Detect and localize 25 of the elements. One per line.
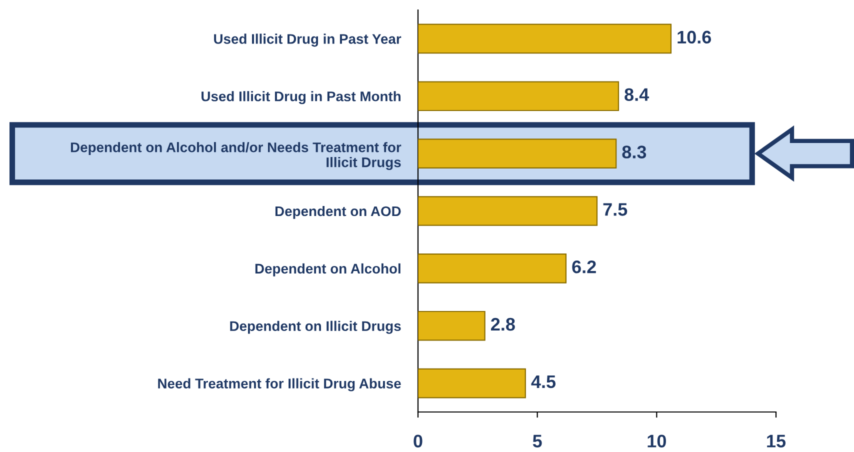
y-tick-label: Dependent on Illicit Drugs xyxy=(230,320,401,334)
bar xyxy=(418,254,567,284)
data-label: 8.4 xyxy=(624,88,650,101)
data-label: 10.6 xyxy=(678,30,712,44)
data-label: 6.2 xyxy=(572,260,596,274)
y-tick-label: Dependent on Alcohol and/or Needs Treatment for Illicit Drugs xyxy=(70,142,402,170)
x-tick-label: 10 xyxy=(648,434,666,448)
x-tick-label: 5 xyxy=(532,434,542,448)
x-tick-label: 15 xyxy=(767,434,786,448)
y-tick-label: Used Illicit Drug in Past Month xyxy=(202,91,400,104)
y-tick-label: Dependent on AOD xyxy=(275,206,401,219)
y-tick-label: Dependent on Alcohol xyxy=(255,263,400,276)
bar xyxy=(418,24,672,54)
data-label: 7.5 xyxy=(603,203,628,216)
bar xyxy=(418,81,620,112)
data-label: 8.3 xyxy=(622,146,646,158)
bar xyxy=(418,196,598,226)
data-label: 4.5 xyxy=(531,376,556,388)
y-tick-label: Used Illicit Drug in Past Year xyxy=(214,34,402,47)
bar xyxy=(418,368,526,398)
data-label: 2.8 xyxy=(491,318,515,331)
bar xyxy=(418,310,486,341)
bar xyxy=(418,138,617,168)
y-tick-label: Need Treatment for Illicit Drug Abuse xyxy=(158,378,401,392)
x-tick-label: 0 xyxy=(414,434,422,448)
